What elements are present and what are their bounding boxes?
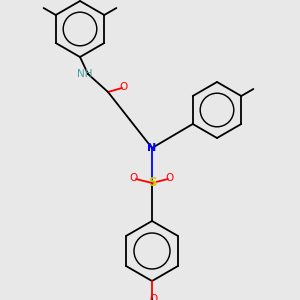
Text: S: S (148, 176, 156, 190)
Text: O: O (120, 82, 128, 92)
Text: O: O (166, 173, 174, 183)
Text: N: N (147, 143, 157, 153)
Text: O: O (130, 173, 138, 183)
Text: NH: NH (77, 69, 93, 79)
Text: O: O (150, 294, 158, 300)
